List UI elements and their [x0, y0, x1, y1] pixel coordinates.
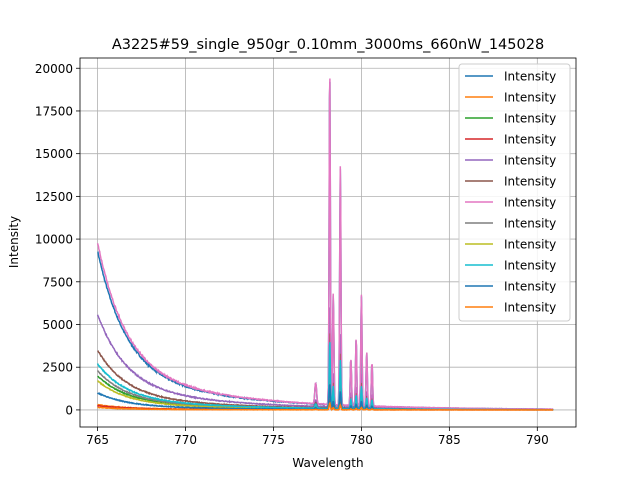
x-tick-label: 785 — [438, 433, 461, 447]
y-tick-label: 2500 — [42, 361, 73, 375]
legend-label: Intensity — [504, 301, 556, 315]
x-axis-label: Wavelength — [292, 456, 363, 470]
x-tick-label: 775 — [262, 433, 285, 447]
legend: Intensity Intensity Intensity Intensity Inte… — [458, 63, 571, 322]
legend-box — [458, 63, 571, 322]
y-tick-label: 5000 — [42, 318, 73, 332]
x-tick-label: 780 — [350, 433, 373, 447]
x-axis: 765 770 775 780 785 790 — [86, 427, 549, 447]
legend-label: Intensity — [504, 238, 556, 252]
plot-frame — [79, 57, 577, 428]
series-line-6 — [96, 78, 554, 411]
legend-label: Intensity — [504, 196, 556, 210]
y-tick-label: 15000 — [35, 147, 73, 161]
series-line-11 — [97, 401, 554, 411]
y-tick-label: 10000 — [35, 233, 73, 247]
legend-label: Intensity — [504, 217, 556, 231]
x-tick-label: 765 — [86, 433, 109, 447]
legend-label: Intensity — [504, 112, 556, 126]
x-tick-label: 770 — [174, 433, 197, 447]
x-tick-label: 790 — [526, 433, 549, 447]
legend-label: Intensity — [504, 70, 556, 84]
y-axis-label: Intensity — [7, 216, 21, 268]
y-tick-label: 20000 — [35, 62, 73, 76]
chart-title: A3225#59_single_950gr_0.10mm_3000ms_660n… — [112, 37, 544, 53]
series-line-8 — [97, 379, 554, 411]
y-tick-label: 12500 — [35, 190, 73, 204]
series-line-5 — [97, 333, 554, 411]
legend-label: Intensity — [504, 259, 556, 273]
y-tick-label: 17500 — [35, 104, 73, 118]
y-tick-label: 0 — [65, 403, 73, 417]
legend-label: Intensity — [504, 175, 556, 189]
series-line-4 — [96, 307, 554, 411]
legend-label: Intensity — [504, 133, 556, 147]
y-axis: 0 2500 5000 7500 10000 12500 15000 17500 20000 — [35, 62, 80, 417]
plot-lines — [96, 78, 554, 412]
legend-label: Intensity — [504, 154, 556, 168]
legend-label: Intensity — [504, 91, 556, 105]
legend-label: Intensity — [504, 280, 556, 294]
y-tick-label: 7500 — [42, 275, 73, 289]
